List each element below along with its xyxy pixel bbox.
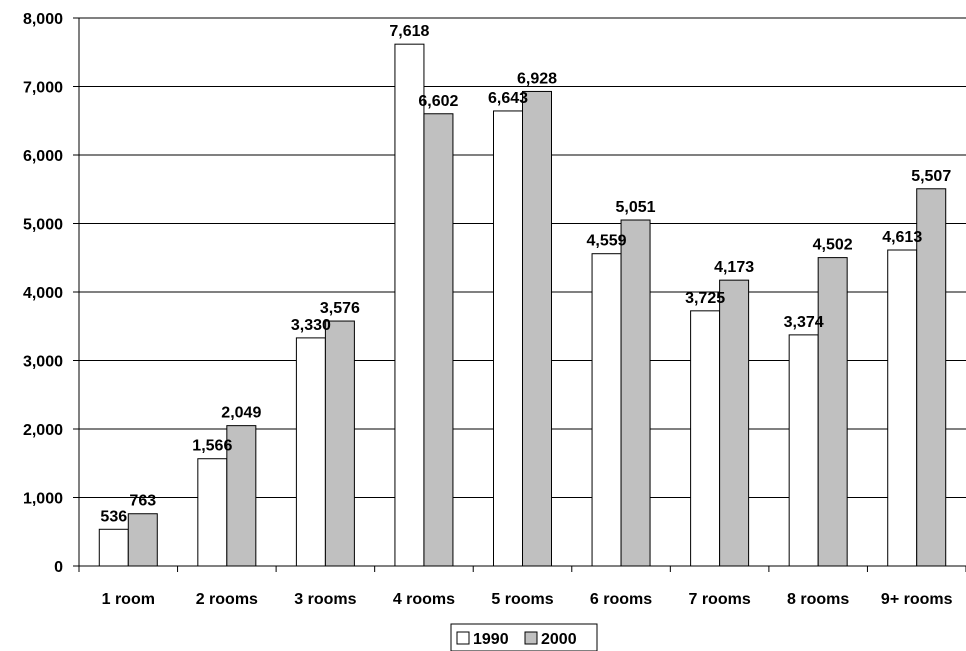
legend: 1990 2000 bbox=[450, 623, 598, 651]
x-tick-label: 2 rooms bbox=[196, 591, 258, 608]
x-tick-label: 4 rooms bbox=[393, 591, 455, 608]
bar-1990-5-rooms bbox=[493, 110, 523, 567]
x-tick-label: 8 rooms bbox=[787, 591, 849, 608]
data-label: 1,566 bbox=[192, 438, 232, 455]
data-label: 3,330 bbox=[291, 317, 331, 334]
data-label: 2,049 bbox=[221, 405, 261, 422]
data-label: 7,618 bbox=[389, 23, 429, 40]
bar-2000-2-rooms bbox=[226, 425, 257, 567]
x-tick-label: 5 rooms bbox=[491, 591, 553, 608]
bar-2000-7-rooms bbox=[719, 279, 750, 567]
data-label: 5,051 bbox=[616, 199, 656, 216]
bar-1990-9-rooms bbox=[887, 249, 918, 567]
data-label: 6,602 bbox=[418, 93, 458, 110]
bar-1990-1-room bbox=[98, 528, 129, 567]
x-tick-label: 3 rooms bbox=[294, 591, 356, 608]
data-label: 3,725 bbox=[685, 290, 725, 307]
bar-2000-4-rooms bbox=[423, 113, 454, 567]
bar-1990-8-rooms bbox=[788, 334, 819, 567]
bar-1990-6-rooms bbox=[591, 253, 622, 567]
y-tick-label: 4,000 bbox=[23, 285, 63, 302]
bar-2000-5-rooms bbox=[522, 90, 552, 567]
data-label: 4,502 bbox=[813, 237, 853, 254]
legend-box bbox=[450, 623, 598, 651]
legend-swatch bbox=[524, 631, 538, 645]
data-label: 4,173 bbox=[714, 259, 754, 276]
y-tick-label: 5,000 bbox=[23, 217, 63, 234]
data-label: 4,559 bbox=[587, 233, 627, 250]
data-label: 536 bbox=[100, 508, 127, 525]
data-label: 3,374 bbox=[784, 314, 824, 331]
bar-2000-9-rooms bbox=[916, 188, 947, 567]
x-axis: 1 room 2 rooms 3 rooms 4 rooms 5 rooms 6 room… bbox=[78, 565, 966, 608]
data-label: 6,928 bbox=[517, 70, 557, 87]
data-label: 3,576 bbox=[320, 300, 360, 317]
legend-swatch bbox=[456, 631, 470, 645]
y-tick-label: 7,000 bbox=[23, 80, 63, 97]
bar-1990-7-rooms bbox=[690, 310, 721, 567]
y-tick-label: 8,000 bbox=[23, 11, 63, 28]
y-tick-label: 6,000 bbox=[23, 148, 63, 165]
bar-2000-8-rooms bbox=[817, 257, 848, 567]
data-label: 763 bbox=[129, 493, 156, 510]
y-axis: 0 1,000 2,000 3,000 4,000 5,000 6,000 7,000 8,00… bbox=[23, 11, 80, 576]
x-tick-label: 1 room bbox=[102, 591, 155, 608]
bar-1990-3-rooms bbox=[295, 337, 326, 567]
bar-2000-6-rooms bbox=[620, 219, 651, 567]
data-label: 4,613 bbox=[882, 229, 922, 246]
legend-label: 2000 bbox=[541, 631, 577, 648]
y-tick-label: 0 bbox=[54, 559, 63, 576]
x-tick-label: 6 rooms bbox=[590, 591, 652, 608]
data-label: 6,643 bbox=[488, 90, 528, 107]
data-label: 5,507 bbox=[911, 168, 951, 185]
y-tick-label: 2,000 bbox=[23, 422, 63, 439]
bar-2000-3-rooms bbox=[324, 320, 355, 567]
bars bbox=[98, 43, 947, 567]
legend-label: 1990 bbox=[473, 631, 509, 648]
bar-1990-4-rooms bbox=[394, 43, 425, 567]
x-tick-label: 7 rooms bbox=[688, 591, 750, 608]
x-tick-label: 9+ rooms bbox=[881, 591, 953, 608]
bar-2000-1-room bbox=[127, 513, 158, 567]
bar-1990-2-rooms bbox=[197, 458, 228, 567]
y-tick-label: 3,000 bbox=[23, 354, 63, 371]
y-tick-label: 1,000 bbox=[23, 491, 63, 508]
